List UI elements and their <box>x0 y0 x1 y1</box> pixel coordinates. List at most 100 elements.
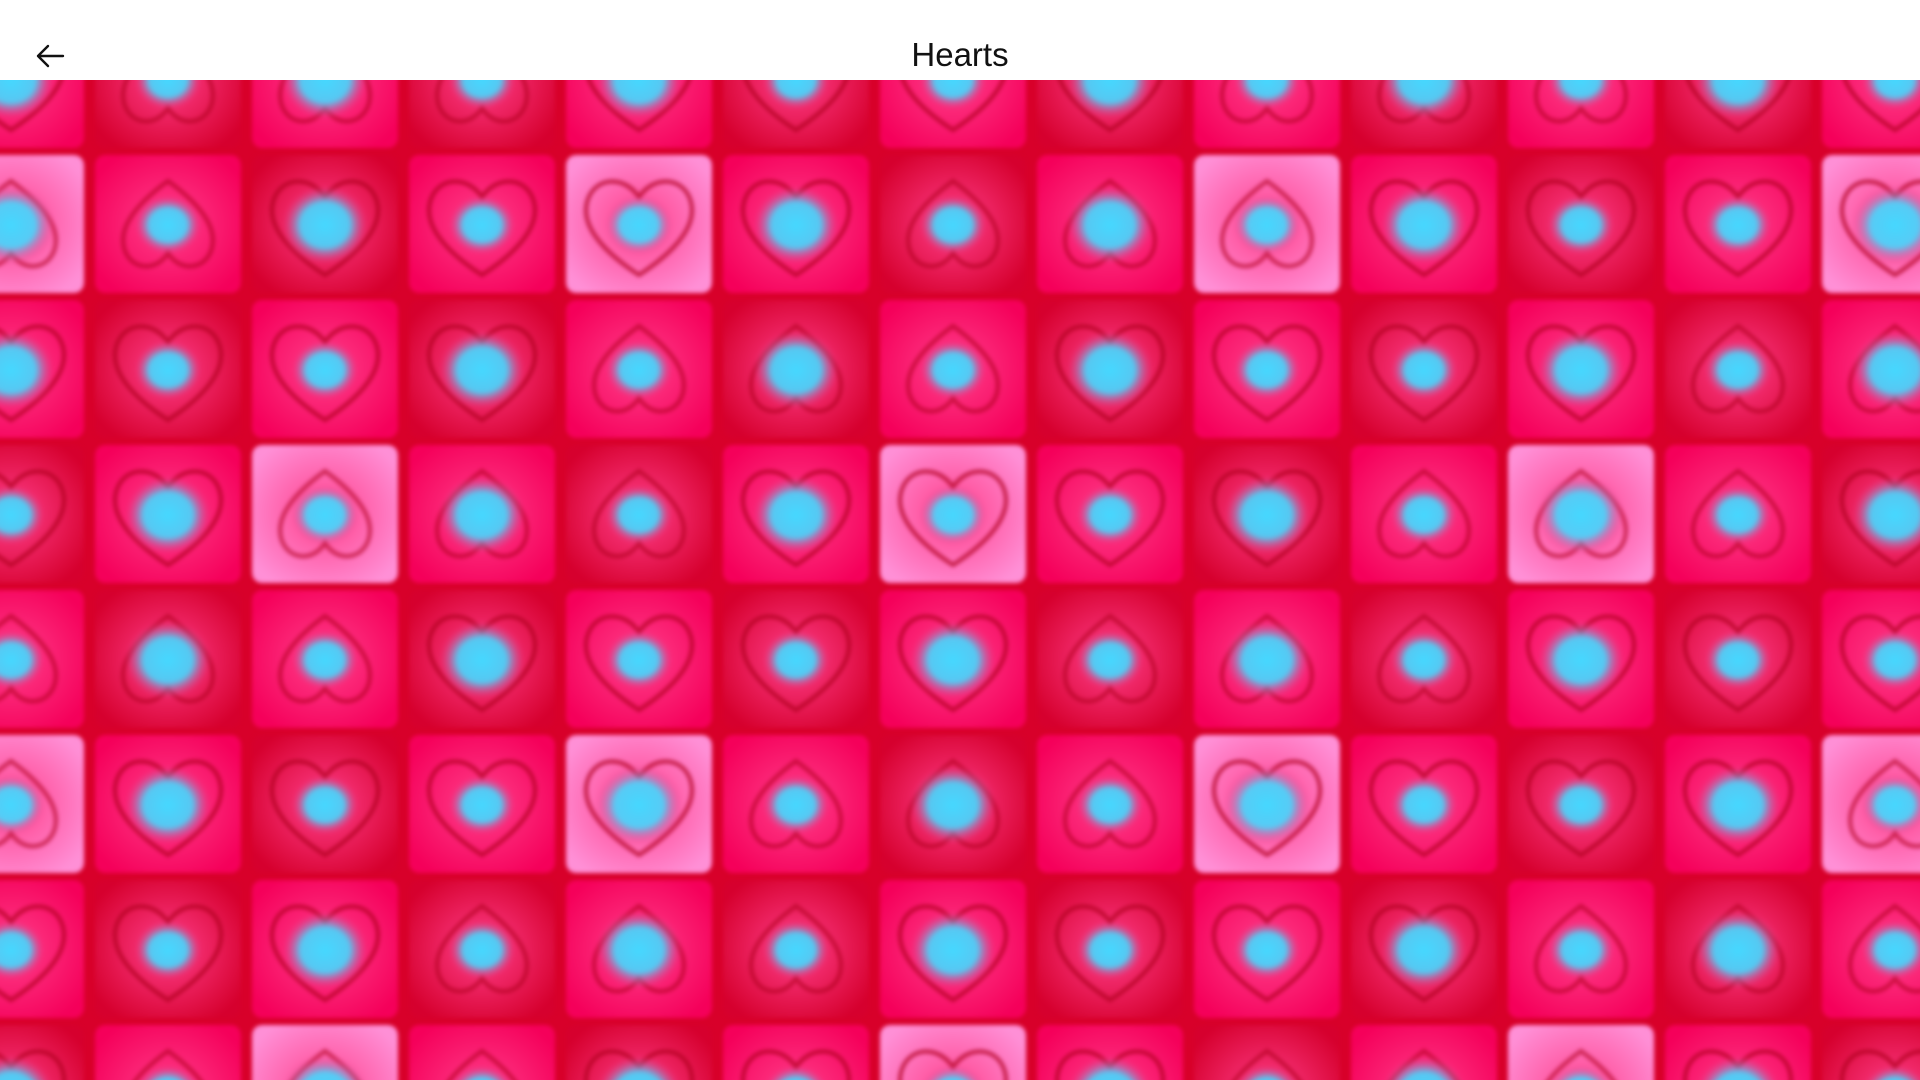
heart-tile <box>1351 300 1497 438</box>
hearts-canvas <box>0 80 1920 1080</box>
heart-tile <box>1508 1025 1654 1080</box>
heart-tile <box>1037 155 1183 293</box>
heart-tile <box>723 80 869 148</box>
heart-tile <box>723 445 869 583</box>
heart-tile <box>1037 300 1183 438</box>
heart-tile <box>95 80 241 148</box>
heart-tile <box>1508 80 1654 148</box>
heart-tile <box>1194 300 1340 438</box>
heart-tile <box>1822 80 1920 148</box>
heart-tile <box>566 445 712 583</box>
heart-tile <box>723 590 869 728</box>
heart-tile <box>1351 1025 1497 1080</box>
heart-tile <box>1822 445 1920 583</box>
heart-tile <box>880 155 1026 293</box>
heart-tile <box>252 590 398 728</box>
heart-tile <box>1665 80 1811 148</box>
heart-tile <box>95 880 241 1018</box>
heart-tile <box>409 80 555 148</box>
heart-tile <box>1351 80 1497 148</box>
heart-tile <box>409 445 555 583</box>
heart-tile <box>95 590 241 728</box>
heart-tile <box>880 880 1026 1018</box>
heart-tile <box>252 155 398 293</box>
heart-tile <box>723 1025 869 1080</box>
heart-tile <box>1508 155 1654 293</box>
heart-tile <box>1665 590 1811 728</box>
heart-tile <box>1351 445 1497 583</box>
heart-tile <box>723 735 869 873</box>
heart-tile <box>1508 735 1654 873</box>
heart-tile <box>1665 155 1811 293</box>
heart-tile <box>1665 880 1811 1018</box>
heart-tile <box>1037 1025 1183 1080</box>
heart-tile <box>1508 300 1654 438</box>
heart-tile <box>1194 880 1340 1018</box>
heart-tile <box>1194 445 1340 583</box>
heart-tile <box>95 445 241 583</box>
heart-tile <box>723 300 869 438</box>
heart-tile <box>723 155 869 293</box>
heart-tile <box>1508 590 1654 728</box>
heart-tile <box>566 880 712 1018</box>
heart-tile <box>0 300 84 438</box>
heart-tile <box>1351 735 1497 873</box>
title-bar: Hearts <box>0 0 1920 80</box>
heart-tile <box>1037 80 1183 148</box>
heart-tile <box>0 590 84 728</box>
heart-tile <box>1822 155 1920 293</box>
heart-tile <box>95 155 241 293</box>
heart-tile <box>1822 880 1920 1018</box>
heart-tile <box>880 590 1026 728</box>
heart-tile <box>1194 80 1340 148</box>
heart-tile <box>1194 1025 1340 1080</box>
heart-tile <box>252 1025 398 1080</box>
heart-tile <box>95 735 241 873</box>
heart-tile <box>1037 590 1183 728</box>
heart-tile <box>1822 300 1920 438</box>
heart-tile <box>1194 155 1340 293</box>
heart-tile <box>1508 880 1654 1018</box>
back-button[interactable] <box>28 36 72 76</box>
heart-tile <box>566 1025 712 1080</box>
heart-tile <box>566 590 712 728</box>
heart-tile <box>1351 590 1497 728</box>
heart-tile <box>1822 735 1920 873</box>
heart-tile <box>1665 735 1811 873</box>
heart-tile <box>409 155 555 293</box>
heart-tile <box>880 1025 1026 1080</box>
heart-tile <box>0 1025 84 1080</box>
heart-tile <box>1665 300 1811 438</box>
heart-tile <box>880 445 1026 583</box>
heart-tile <box>409 1025 555 1080</box>
heart-tile <box>1822 1025 1920 1080</box>
heart-tile <box>880 300 1026 438</box>
heart-tile <box>1351 880 1497 1018</box>
heart-tile <box>566 300 712 438</box>
heart-tile <box>409 300 555 438</box>
heart-tile <box>723 880 869 1018</box>
heart-tile <box>880 80 1026 148</box>
heart-tile <box>1194 735 1340 873</box>
heart-tile <box>409 735 555 873</box>
heart-tile <box>0 880 84 1018</box>
heart-tile <box>95 1025 241 1080</box>
heart-tile <box>566 735 712 873</box>
heart-tile <box>409 590 555 728</box>
heart-tile <box>1194 590 1340 728</box>
heart-tile <box>1037 445 1183 583</box>
heart-tile <box>1822 590 1920 728</box>
page-title: Hearts <box>911 36 1009 73</box>
heart-tile <box>0 445 84 583</box>
heart-tile <box>409 880 555 1018</box>
heart-tile <box>252 880 398 1018</box>
heart-tile <box>0 155 84 293</box>
heart-tile <box>566 155 712 293</box>
heart-tile <box>1665 445 1811 583</box>
heart-tile <box>880 735 1026 873</box>
heart-tile <box>566 80 712 148</box>
heart-tile <box>252 735 398 873</box>
heart-tile <box>0 80 84 148</box>
arrow-left-icon <box>36 44 65 68</box>
